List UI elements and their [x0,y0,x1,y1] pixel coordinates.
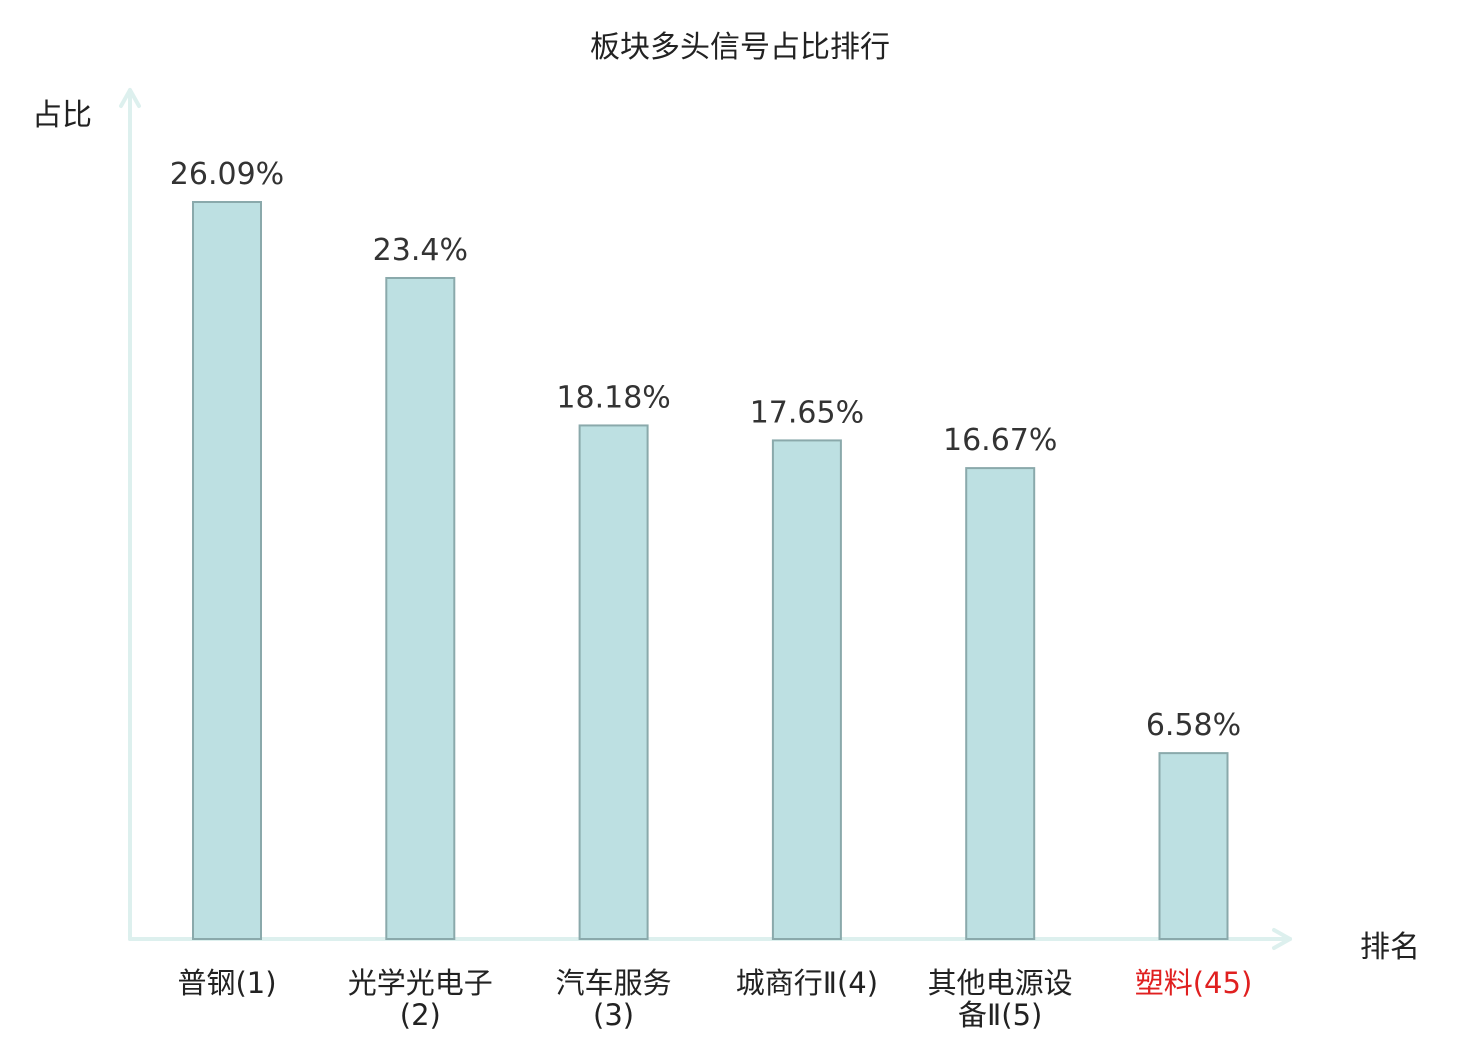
category-label-5: 其他电源设备Ⅱ(5) [927,966,1073,1032]
x-axis-arrow-bottom [1272,937,1292,950]
bar-5 [965,467,1036,940]
y-axis-arrow-left [119,88,132,108]
axes [119,88,1292,950]
category-label-6: 塑料(45) [1134,966,1253,1000]
value-label-1: 26.09% [170,157,284,192]
category-label-3: 汽车服务(3) [555,966,672,1032]
bar-1 [192,201,262,940]
value-labels: 26.09% 23.4% 18.18% 17.65% 16.67% 6.58% [170,157,1241,743]
value-label-5: 16.67% [943,423,1057,458]
chart-title: 板块多头信号占比排行 [590,30,890,65]
y-axis-arrow-right [128,88,141,108]
value-label-4: 17.65% [750,395,864,430]
bar-4 [771,439,842,940]
value-label-6: 6.58% [1146,708,1241,743]
bar-6 [1158,752,1229,941]
bar-3 [578,424,649,940]
bars [192,201,1229,941]
bar-2 [385,276,456,941]
y-axis-label: 占比 [32,98,92,133]
category-label-2: 光学光电子(2) [347,966,493,1032]
value-label-3: 18.18% [556,380,670,415]
category-label-1: 普钢(1) [177,966,277,1000]
category-label-4: 城商行Ⅱ(4) [735,966,879,1000]
x-axis-label: 排名 [1360,930,1420,965]
x-axis-arrow-top [1272,928,1292,941]
value-label-2: 23.4% [373,233,468,268]
